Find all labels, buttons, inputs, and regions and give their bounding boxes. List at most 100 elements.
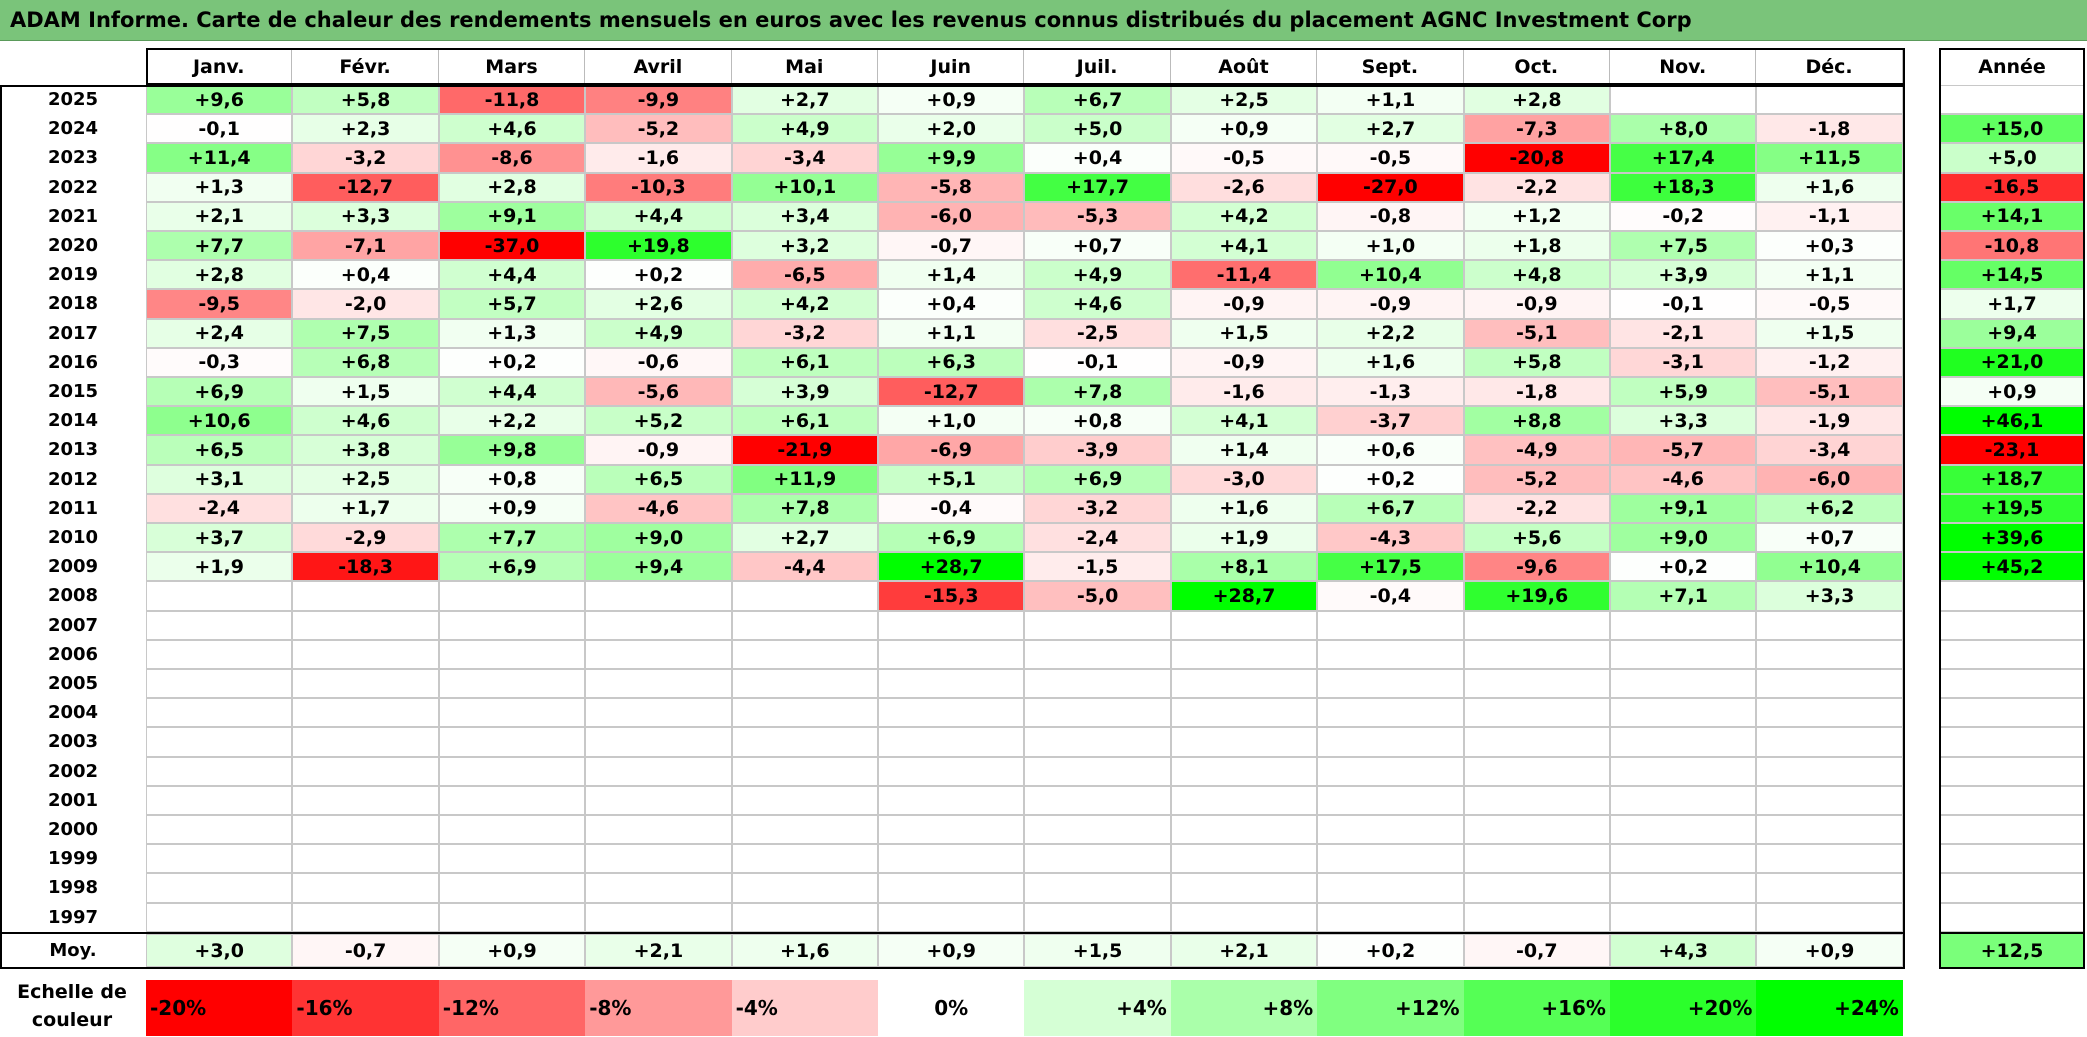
heatmap-cell: +28,7 — [1170, 581, 1318, 611]
color-scale-step: +12% — [1317, 980, 1464, 1036]
heatmap-cell — [438, 727, 586, 757]
heatmap-cell: +7,8 — [1024, 377, 1171, 407]
row-year-label: 2005 — [47, 673, 99, 695]
heatmap-cell: -4,3 — [1317, 523, 1464, 553]
heatmap-cell: +8,8 — [1463, 406, 1610, 436]
average-cell: -0,7 — [292, 934, 439, 967]
color-scale-step: +24% — [1756, 980, 1903, 1036]
heatmap-cell: +7,1 — [1610, 581, 1757, 611]
heatmap-cell: +19,8 — [585, 231, 732, 261]
average-annual-cell: +12,5 — [1940, 934, 2084, 967]
color-scale-step: -20% — [146, 980, 293, 1036]
heatmap-cell — [731, 873, 878, 903]
heatmap-cell — [1610, 639, 1757, 669]
heatmap-cell: +6,9 — [146, 377, 293, 407]
heatmap-cell — [438, 785, 586, 815]
heatmap-cell: +0,9 — [878, 85, 1025, 115]
heatmap-cell — [1317, 756, 1464, 786]
row-year-label: 2024 — [47, 118, 99, 140]
annual-cell: +0,9 — [1940, 377, 2084, 407]
annual-cell: +21,0 — [1940, 347, 2084, 377]
color-scale-label: Echelle de couleur — [2, 978, 142, 1036]
heatmap-cell — [1463, 844, 1610, 874]
heatmap-cell — [146, 756, 293, 786]
heatmap-cell: +0,9 — [438, 493, 586, 523]
heatmap-cell: -1,6 — [585, 143, 732, 173]
heatmap-cell: -1,1 — [1756, 201, 1903, 231]
heatmap-cell — [1317, 669, 1464, 699]
color-scale-step: 0% — [878, 980, 1025, 1036]
annual-cell — [1940, 85, 2084, 115]
heatmap-cell — [731, 785, 878, 815]
heatmap-cell: -2,0 — [292, 289, 439, 319]
heatmap-cell: +4,1 — [1170, 406, 1318, 436]
heatmap-cell: -3,4 — [1756, 435, 1903, 465]
heatmap-cell: +2,7 — [731, 85, 878, 115]
heatmap-cell: +7,5 — [292, 318, 439, 348]
heatmap-cell: +6,1 — [731, 347, 878, 377]
heatmap-cell — [292, 669, 439, 699]
heatmap-cell: +5,8 — [1463, 347, 1610, 377]
heatmap-cell: +3,2 — [731, 231, 878, 261]
heatmap-cell — [1756, 639, 1903, 669]
heatmap-cell: -9,5 — [146, 289, 293, 319]
heatmap-cell: -0,5 — [1756, 289, 1903, 319]
heatmap-cell — [438, 815, 586, 845]
heatmap-cell: -0,9 — [1170, 347, 1318, 377]
average-cell: +4,3 — [1610, 934, 1757, 967]
heatmap-cell: -15,3 — [878, 581, 1025, 611]
color-scale-step: -12% — [438, 980, 586, 1036]
heatmap-cell: -0,9 — [1170, 289, 1318, 319]
heatmap-cell: +1,0 — [1317, 231, 1464, 261]
heatmap-cell — [585, 756, 732, 786]
heatmap-cell — [1610, 815, 1757, 845]
heatmap-cell: -27,0 — [1317, 172, 1464, 202]
heatmap-cell — [1756, 844, 1903, 874]
heatmap-cell: +4,4 — [438, 260, 586, 290]
row-year-label: 2004 — [47, 702, 99, 724]
heatmap-cell: -5,2 — [585, 114, 732, 144]
column-header: Nov. — [1610, 49, 1757, 84]
heatmap-cell: +4,9 — [585, 318, 732, 348]
heatmap-cell — [1463, 639, 1610, 669]
heatmap-cell — [1463, 873, 1610, 903]
average-cell: +2,1 — [1170, 934, 1318, 967]
heatmap-cell: +10,4 — [1756, 552, 1903, 582]
heatmap-cell: -0,5 — [1317, 143, 1464, 173]
heatmap-cell — [1317, 727, 1464, 757]
heatmap-cell: -12,7 — [878, 377, 1025, 407]
heatmap-cell — [292, 639, 439, 669]
heatmap-cell: +3,8 — [292, 435, 439, 465]
average-cell: +3,0 — [146, 934, 293, 967]
heatmap-cell — [585, 639, 732, 669]
heatmap-cell: +3,9 — [731, 377, 878, 407]
heatmap-cell — [1170, 785, 1318, 815]
average-row-label: Moy. — [49, 940, 97, 961]
heatmap-cell — [1170, 873, 1318, 903]
heatmap-cell — [1463, 815, 1610, 845]
heatmap-cell: +28,7 — [878, 552, 1025, 582]
heatmap-cell: -6,9 — [878, 435, 1025, 465]
heatmap-cell — [1024, 610, 1171, 640]
heatmap-cell: -3,0 — [1170, 464, 1318, 494]
heatmap-cell: -0,1 — [146, 114, 293, 144]
heatmap-cell — [878, 756, 1025, 786]
heatmap-cell: +1,5 — [292, 377, 439, 407]
heatmap-cell: +17,7 — [1024, 172, 1171, 202]
annual-cell: -23,1 — [1940, 435, 2084, 465]
heatmap-cell: -5,3 — [1024, 201, 1171, 231]
heatmap-cell — [585, 581, 732, 611]
heatmap-cell: +2,1 — [146, 201, 293, 231]
heatmap-cell — [1024, 815, 1171, 845]
heatmap-cell: +5,6 — [1463, 523, 1610, 553]
heatmap-cell — [731, 844, 878, 874]
heatmap-cell — [1756, 785, 1903, 815]
annual-cell: +46,1 — [1940, 406, 2084, 436]
heatmap-cell: +1,3 — [146, 172, 293, 202]
heatmap-cell: +1,9 — [1170, 523, 1318, 553]
heatmap-cell: +1,6 — [1756, 172, 1903, 202]
heatmap-cell — [1170, 815, 1318, 845]
heatmap-cell: -0,5 — [1170, 143, 1318, 173]
heatmap-cell: +1,9 — [146, 552, 293, 582]
heatmap-cell — [585, 902, 732, 932]
